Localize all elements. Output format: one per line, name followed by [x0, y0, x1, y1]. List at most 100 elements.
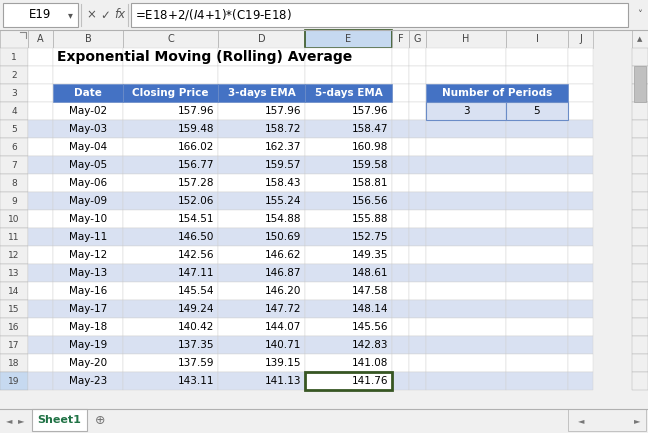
Bar	[305, 66, 392, 84]
Bar	[123, 84, 218, 102]
Text: 137.59: 137.59	[178, 358, 214, 368]
Text: 159.57: 159.57	[264, 160, 301, 170]
Bar	[305, 372, 392, 390]
Text: 9: 9	[11, 197, 17, 206]
Bar	[568, 210, 593, 228]
Bar	[305, 102, 392, 120]
Text: G: G	[414, 34, 421, 44]
Bar	[0, 156, 28, 174]
Text: May-13: May-13	[69, 268, 107, 278]
Text: 3: 3	[463, 106, 469, 116]
Bar	[506, 300, 568, 318]
Text: ˅: ˅	[638, 10, 642, 20]
Text: fx: fx	[114, 9, 125, 22]
Text: 162.37: 162.37	[264, 142, 301, 152]
Text: May-02: May-02	[69, 106, 107, 116]
Text: 156.56: 156.56	[351, 196, 388, 206]
Text: 152.75: 152.75	[351, 232, 388, 242]
Bar	[218, 336, 305, 354]
Bar	[426, 264, 506, 282]
Bar	[305, 84, 392, 102]
Bar	[426, 84, 506, 102]
Bar	[506, 120, 568, 138]
Text: May-06: May-06	[69, 178, 107, 188]
Bar	[632, 318, 648, 336]
Text: 7: 7	[11, 161, 17, 169]
Bar	[568, 300, 593, 318]
Bar	[392, 372, 409, 390]
Bar	[0, 174, 28, 192]
Bar	[0, 48, 28, 66]
Bar	[218, 84, 305, 102]
Text: 3-days EMA: 3-days EMA	[227, 88, 295, 98]
Bar	[506, 102, 568, 120]
Bar	[632, 174, 648, 192]
Text: 157.96: 157.96	[264, 106, 301, 116]
Text: May-05: May-05	[69, 160, 107, 170]
Bar	[28, 120, 53, 138]
Bar	[305, 30, 392, 48]
Bar	[305, 156, 392, 174]
Text: Closing Price: Closing Price	[132, 88, 209, 98]
Bar	[53, 102, 123, 120]
Bar	[506, 30, 568, 48]
Text: May-19: May-19	[69, 340, 107, 350]
Text: 157.96: 157.96	[178, 106, 214, 116]
Bar	[123, 102, 218, 120]
Bar	[426, 102, 506, 120]
Bar	[53, 30, 123, 48]
Bar	[632, 228, 648, 246]
Bar	[506, 174, 568, 192]
Bar	[568, 30, 593, 48]
Text: 157.28: 157.28	[178, 178, 214, 188]
Bar	[218, 138, 305, 156]
Bar	[392, 138, 409, 156]
Bar	[632, 282, 648, 300]
Bar	[568, 66, 593, 84]
Bar	[305, 174, 392, 192]
Text: 141.76: 141.76	[351, 376, 388, 386]
Bar	[123, 174, 218, 192]
Text: 141.13: 141.13	[264, 376, 301, 386]
Bar	[53, 156, 123, 174]
Text: 159.58: 159.58	[351, 160, 388, 170]
Text: 147.72: 147.72	[264, 304, 301, 314]
Bar	[53, 264, 123, 282]
Bar	[123, 282, 218, 300]
Bar	[53, 174, 123, 192]
Bar	[305, 264, 392, 282]
Bar	[506, 66, 568, 84]
Text: 150.69: 150.69	[264, 232, 301, 242]
Bar	[131, 3, 628, 27]
Bar	[305, 228, 392, 246]
Bar	[632, 192, 648, 210]
Bar	[305, 246, 392, 264]
Bar	[426, 210, 506, 228]
Bar	[632, 336, 648, 354]
Bar	[123, 156, 218, 174]
Text: 143.11: 143.11	[178, 376, 214, 386]
Bar	[305, 48, 392, 66]
Bar	[53, 120, 123, 138]
Bar	[392, 354, 409, 372]
Bar	[568, 102, 593, 120]
Bar	[568, 409, 646, 431]
Bar	[426, 372, 506, 390]
Text: Date: Date	[74, 88, 102, 98]
Text: 10: 10	[8, 214, 19, 223]
Bar	[0, 84, 28, 102]
Bar	[123, 66, 218, 84]
Text: 149.35: 149.35	[351, 250, 388, 260]
Bar	[53, 210, 123, 228]
Text: 144.07: 144.07	[264, 322, 301, 332]
Bar	[426, 228, 506, 246]
Bar	[123, 138, 218, 156]
Bar	[506, 228, 568, 246]
Text: 142.56: 142.56	[178, 250, 214, 260]
Bar	[632, 246, 648, 264]
Bar	[218, 210, 305, 228]
Bar	[53, 318, 123, 336]
Bar	[426, 282, 506, 300]
Bar	[28, 318, 53, 336]
Bar	[506, 318, 568, 336]
